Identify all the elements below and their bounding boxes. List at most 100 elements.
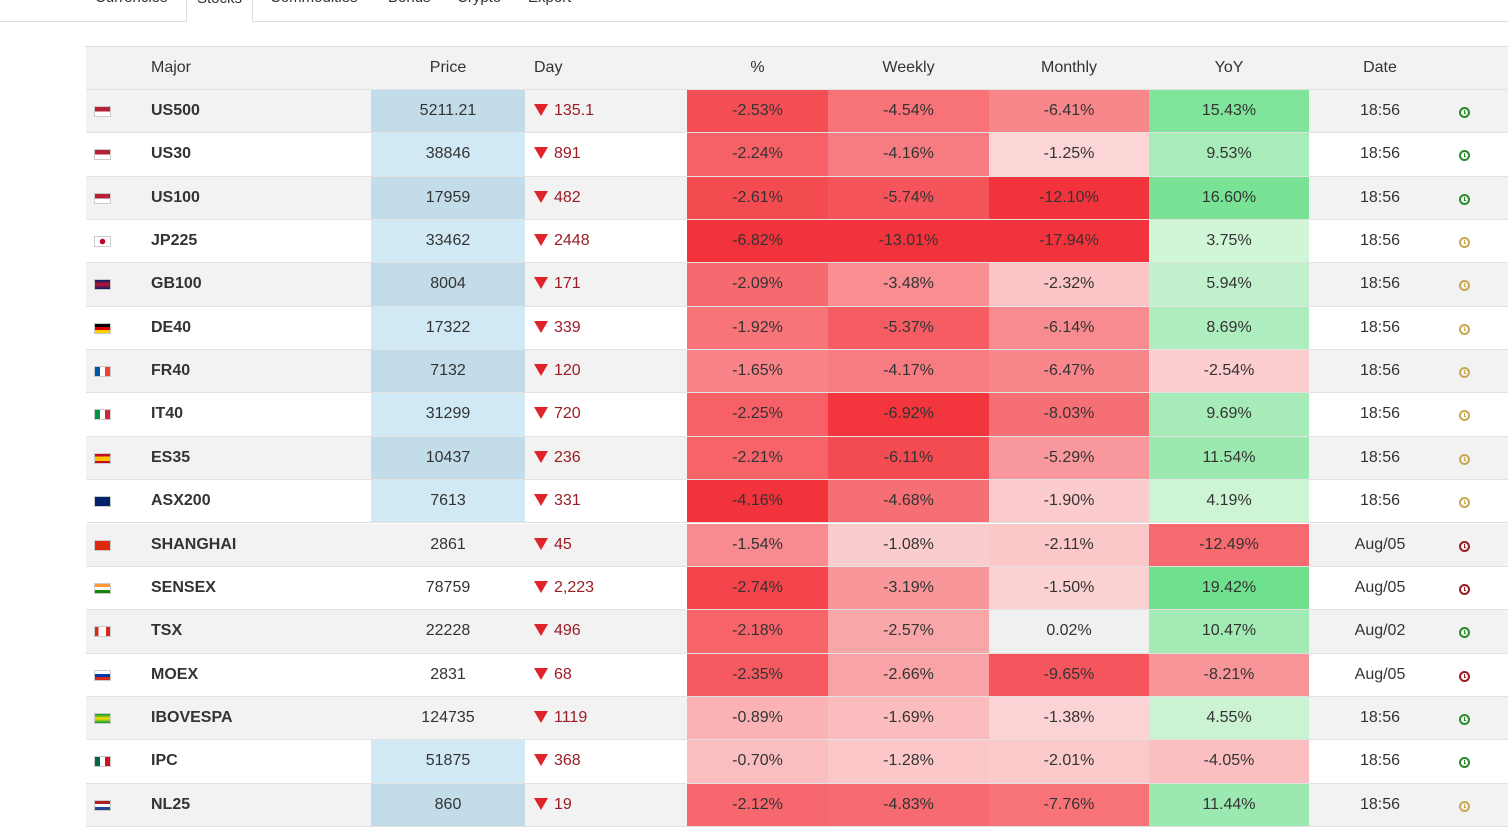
day-value: 2,223	[554, 578, 595, 596]
symbol[interactable]: US500	[151, 102, 200, 119]
day-value: 120	[554, 362, 581, 380]
yoy-change: 15.43%	[1149, 90, 1309, 133]
day-value: 720	[554, 405, 581, 423]
down-arrow	[534, 797, 548, 810]
date: 18:56	[1359, 102, 1401, 119]
table-row: IT40 31299 720 -2.25% -6.92% -8.03% 9.69% 18:56	[86, 393, 1508, 437]
weekly-change: -4.54%	[828, 90, 989, 133]
monthly-change: -1.38%	[989, 696, 1149, 740]
symbol[interactable]: FR40	[151, 362, 191, 380]
symbol[interactable]: GB100	[151, 275, 202, 293]
stocks-table: Major Price Day% Weekly Monthly YoY Date US500 5…	[85, 46, 1508, 827]
flag-icon	[94, 712, 111, 724]
symbol[interactable]: ASX200	[151, 492, 211, 510]
day-change: 68	[525, 654, 687, 696]
weekly-change: -3.48%	[828, 263, 989, 306]
tab[interactable]: Currencies	[85, 0, 178, 20]
symbol[interactable]: MOEX	[151, 665, 199, 683]
table-row: US500 5211.21 135.1 -2.53% -4.54% -6.41% 15.43…	[86, 90, 1508, 134]
header-row: Major Price Day% Weekly Monthly YoY Date	[86, 47, 1508, 90]
column-header: Day	[534, 59, 563, 76]
symbol[interactable]: SENSEX	[151, 578, 216, 596]
symbol[interactable]: IPC	[151, 752, 178, 770]
weekly-change: -4.83%	[828, 783, 989, 826]
flag-icon	[94, 192, 111, 204]
clock-icon	[1459, 540, 1470, 552]
date: Aug/05	[1354, 665, 1406, 683]
symbol[interactable]: NL25	[151, 795, 191, 813]
flag-icon	[94, 366, 111, 378]
flag-icon	[94, 669, 111, 681]
symbol[interactable]: TSX	[151, 622, 183, 640]
tab[interactable]: Bonds	[378, 0, 441, 20]
down-arrow	[534, 190, 548, 203]
clock-icon	[1459, 367, 1470, 379]
date: Aug/05	[1354, 535, 1406, 553]
percent-change: -1.54%	[687, 523, 828, 566]
clock-icon	[1459, 627, 1470, 639]
day-change: 331	[525, 480, 687, 522]
day-value: 19	[554, 795, 572, 813]
percent-change: -2.12%	[687, 783, 828, 826]
day-change: 171	[525, 263, 687, 305]
day-change: 135.1	[525, 90, 687, 132]
weekly-change: -5.37%	[828, 306, 989, 350]
yoy-change: 11.44%	[1149, 783, 1309, 826]
day-change: 2,223	[525, 567, 687, 609]
price: 51875	[371, 740, 525, 783]
tab[interactable]: Commodities	[260, 0, 368, 20]
symbol[interactable]: JP225	[151, 232, 198, 250]
percent-change: -6.82%	[687, 220, 828, 263]
date: 18:56	[1359, 708, 1401, 726]
clock-icon	[1459, 670, 1470, 682]
day-change: 120	[525, 350, 687, 392]
tab[interactable]: Stocks	[186, 0, 254, 22]
monthly-change: -2.32%	[989, 263, 1149, 306]
clock-icon	[1459, 800, 1470, 812]
table-row: MOEX 2831 68 -2.35% -2.66% -9.65% -8.21% Aug/05	[86, 653, 1508, 697]
day-value: 171	[554, 275, 581, 293]
symbol[interactable]: IBOVESPA	[151, 708, 233, 726]
percent-change: -2.18%	[687, 610, 828, 653]
day-change: 891	[525, 133, 687, 175]
yoy-change: 8.69%	[1149, 306, 1309, 350]
day-value: 496	[554, 622, 581, 640]
symbol[interactable]: ES35	[151, 448, 191, 466]
price: 7613	[371, 480, 525, 523]
day-change: 720	[525, 393, 687, 435]
date: 18:56	[1359, 448, 1401, 466]
table-row: SENSEX 78759 2,223 -2.74% -3.19% -1.50% 19.42%…	[86, 566, 1508, 611]
clock-icon	[1459, 150, 1470, 162]
flag-icon	[94, 452, 111, 464]
monthly-change: -6.47%	[989, 350, 1149, 393]
down-arrow	[534, 537, 548, 550]
day-value: 331	[554, 492, 581, 510]
symbol[interactable]: DE40	[151, 318, 192, 336]
yoy-change: -8.21%	[1149, 653, 1309, 696]
price: 38846	[371, 133, 525, 176]
weekly-change: -1.28%	[828, 740, 989, 783]
clock-icon	[1459, 453, 1470, 465]
down-arrow	[534, 754, 548, 767]
tab[interactable]: Export	[518, 0, 581, 20]
day-value: 482	[554, 188, 581, 206]
monthly-change: -6.41%	[989, 90, 1149, 133]
flag-icon	[94, 279, 111, 291]
table-row: FR40 7132 120 -1.65% -4.17% -6.47% -2.54% 18:56	[86, 350, 1508, 394]
weekly-change: -4.68%	[828, 480, 989, 523]
monthly-change: -8.03%	[989, 393, 1149, 436]
symbol[interactable]: SHANGHAI	[151, 535, 237, 553]
weekly-change: -2.66%	[828, 653, 989, 696]
table-row: US100 17959 482 -2.61% -5.74% -12.10% 16.60% 18…	[86, 176, 1508, 221]
symbol[interactable]: US30	[151, 145, 192, 163]
down-arrow	[534, 277, 548, 290]
percent-change: -2.09%	[687, 263, 828, 306]
down-arrow	[534, 580, 548, 593]
tab[interactable]: Crypto	[447, 0, 511, 20]
price: 860	[371, 783, 525, 826]
symbol[interactable]: IT40	[151, 405, 184, 423]
day-change: 368	[525, 740, 687, 782]
price: 22228	[425, 622, 471, 640]
symbol[interactable]: US100	[151, 188, 200, 206]
percent-change: -0.89%	[687, 696, 828, 740]
